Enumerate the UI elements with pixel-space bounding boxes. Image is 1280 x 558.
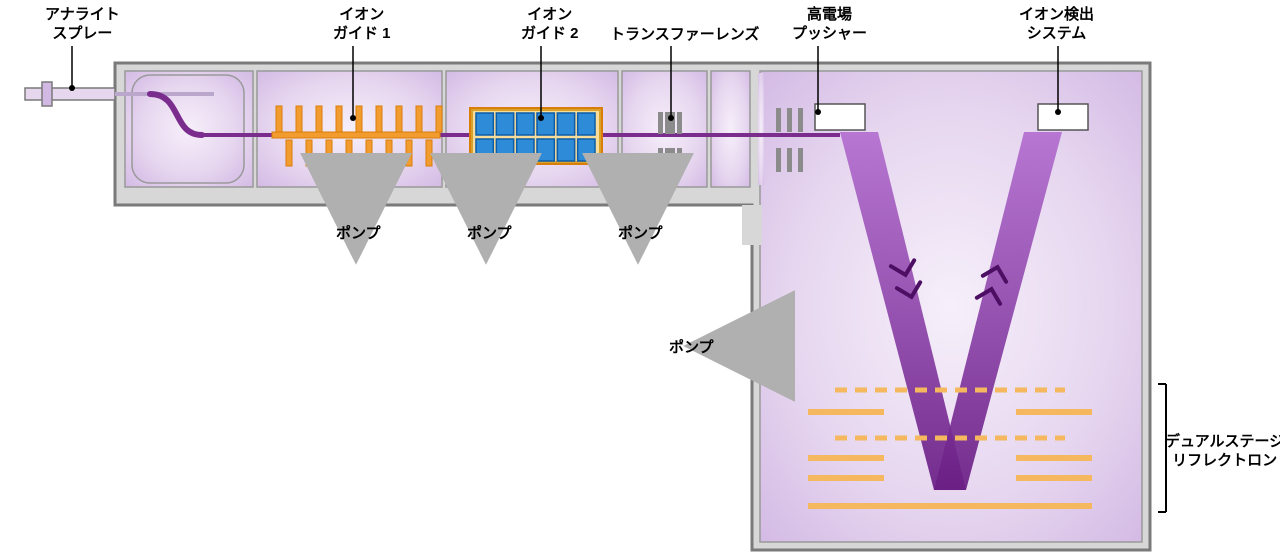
mass-spectrometer-diagram	[0, 0, 1280, 558]
label-pusher: 高電場 プッシャー	[792, 6, 867, 44]
label-pump-4: ポンプ	[669, 339, 714, 358]
label-ion-guide-1: イオン ガイド 1	[333, 6, 391, 44]
label-pump-2: ポンプ	[467, 225, 512, 244]
label-analyte-spray: アナライト スプレー	[45, 6, 120, 44]
label-ion-guide-2: イオン ガイド 2	[521, 6, 579, 44]
label-detector: イオン検出 システム	[1019, 6, 1094, 44]
label-transfer-lens: トランスファーレンズ	[610, 26, 759, 45]
label-pump-3: ポンプ	[618, 225, 663, 244]
label-reflectron: デュアルステージ リフレクトロン	[1165, 433, 1280, 471]
label-pump-1: ポンプ	[336, 225, 381, 244]
